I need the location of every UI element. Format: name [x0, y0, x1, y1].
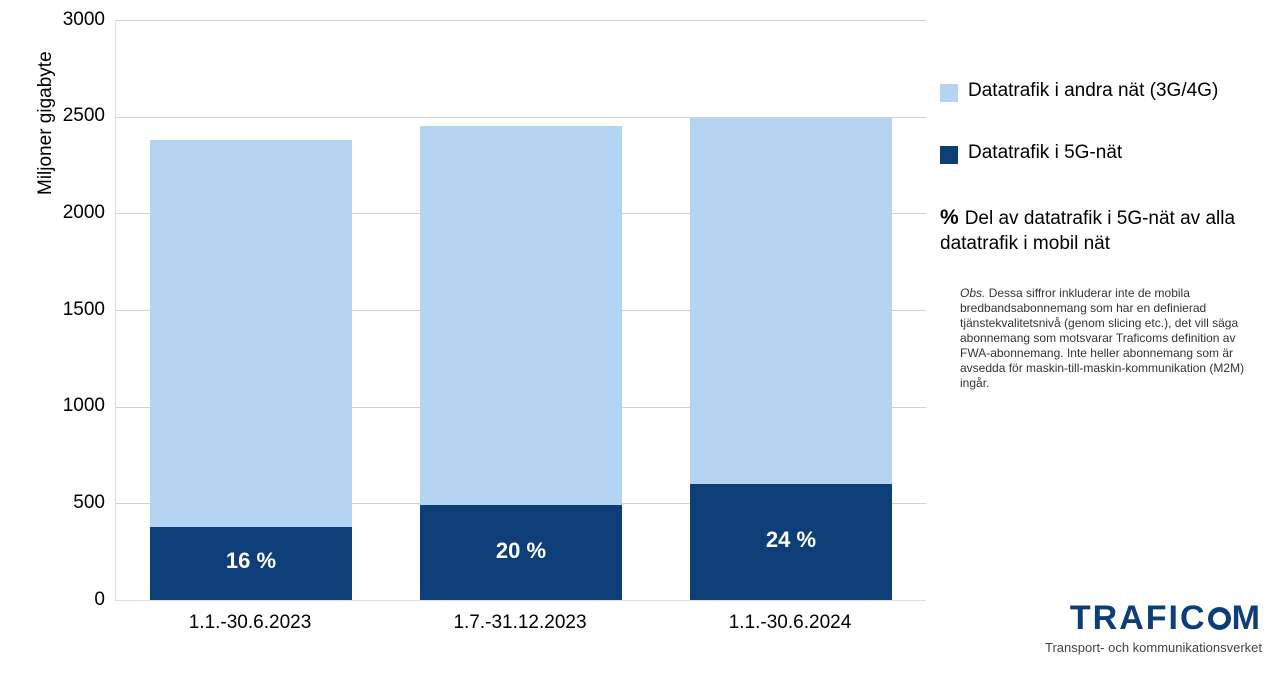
- bar-segment-other: [420, 126, 623, 505]
- bar-segment-other: [150, 140, 353, 527]
- y-tick-label: 2500: [45, 105, 105, 127]
- y-tick-label: 500: [45, 492, 105, 514]
- legend-percent-mark: %: [940, 206, 959, 229]
- logo-letter: R: [1093, 599, 1120, 638]
- traficom-logo: TRAFICM Transport- och kommunikationsver…: [1045, 599, 1262, 655]
- bar-group: 24 %: [690, 118, 893, 600]
- y-tick-label: 3000: [45, 9, 105, 31]
- bar-percent-label: 16 %: [150, 548, 353, 574]
- y-tick-label: 2000: [45, 202, 105, 224]
- logo-letter: T: [1070, 599, 1093, 638]
- legend-percent-text: Del av datatrafik i 5G-nät av alla datat…: [940, 208, 1235, 254]
- chart-note-text: Dessa siffror inkluderar inte de mobila …: [960, 286, 1244, 390]
- x-tick-label: 1.1.-30.6.2023: [115, 612, 385, 634]
- legend-label: Datatrafik i andra nät (3G/4G): [968, 80, 1218, 102]
- chart-note-obs: Obs.: [960, 286, 985, 300]
- chart-container: Miljoner gigabyte 16 %20 %24 % Datatrafi…: [0, 0, 1280, 673]
- bar-group: 20 %: [420, 126, 623, 600]
- x-tick-label: 1.7.-31.12.2023: [385, 612, 655, 634]
- logo-letter: I: [1169, 599, 1180, 638]
- legend-percent-item: %Del av datatrafik i 5G-nät av alla data…: [940, 204, 1260, 256]
- x-tick-label: 1.1.-30.6.2024: [655, 612, 925, 634]
- chart-note: Obs. Dessa siffror inkluderar inte de mo…: [940, 286, 1260, 391]
- legend-swatch: [940, 146, 958, 164]
- bar-segment-other: [690, 118, 893, 484]
- y-tick-label: 1000: [45, 395, 105, 417]
- legend-swatch: [940, 84, 958, 102]
- traficom-logo-brand: TRAFICM: [1045, 599, 1262, 638]
- y-tick-label: 1500: [45, 299, 105, 321]
- plot-area: 16 % 20 % 24 %: [115, 20, 926, 601]
- bar-group: 16 %: [150, 140, 353, 600]
- legend-panel: Datatrafik i andra nät (3G/4G) Datatrafik…: [940, 80, 1260, 391]
- legend-item: Datatrafik i 5G-nät: [940, 142, 1260, 164]
- bar-percent-label: 20 %: [420, 538, 623, 564]
- logo-letter: C: [1180, 599, 1207, 638]
- logo-letter: A: [1119, 599, 1146, 638]
- legend-label: Datatrafik i 5G-nät: [968, 142, 1122, 164]
- grid-line: [116, 20, 926, 21]
- logo-o-icon: [1208, 607, 1231, 630]
- traficom-logo-tagline: Transport- och kommunikationsverket: [1045, 640, 1262, 655]
- logo-letter: M: [1232, 599, 1262, 638]
- y-tick-label: 0: [45, 589, 105, 611]
- legend-item: Datatrafik i andra nät (3G/4G): [940, 80, 1260, 102]
- logo-letter: F: [1146, 599, 1169, 638]
- bar-percent-label: 24 %: [690, 527, 893, 553]
